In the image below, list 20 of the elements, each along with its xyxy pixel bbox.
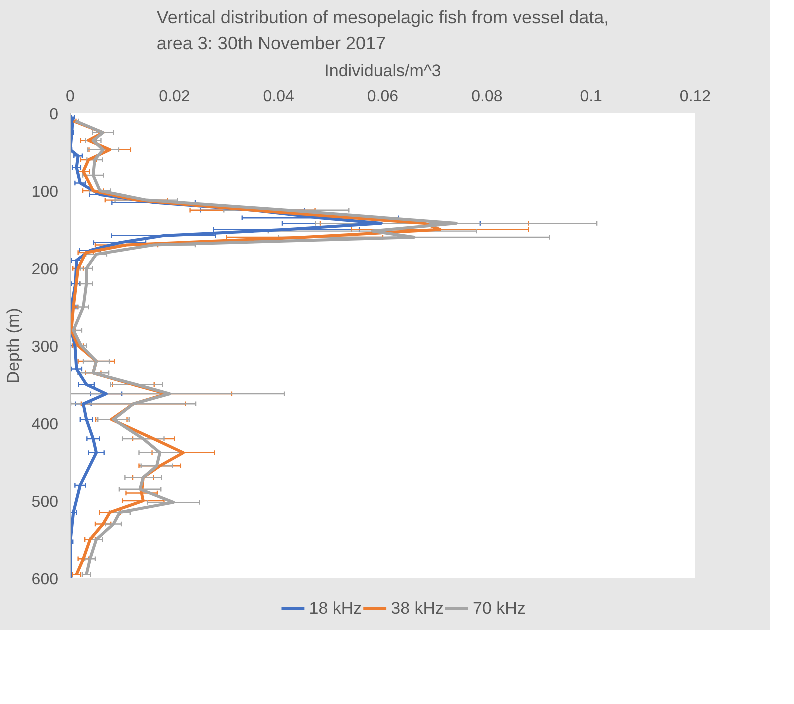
- y-tick-label: 0: [50, 106, 59, 124]
- y-tick-label: 300: [32, 339, 59, 356]
- x-tick-label: 0.08: [472, 88, 503, 106]
- legend-label: 70 kHz: [472, 599, 526, 618]
- y-axis-title: Depth (m): [4, 308, 23, 384]
- legend-label: 38 kHz: [391, 599, 444, 618]
- x-tick-label: 0.04: [263, 88, 295, 106]
- legend-label: 18 kHz: [309, 599, 362, 618]
- y-tick-label: 400: [32, 416, 59, 434]
- x-axis-title: Individuals/m^3: [324, 62, 442, 80]
- y-tick-label: 200: [32, 262, 59, 278]
- y-tick-label: 100: [32, 184, 59, 201]
- x-tick-label: 0: [66, 88, 76, 106]
- y-tick-label: 500: [32, 494, 59, 511]
- x-tick-label: 0.06: [367, 88, 399, 106]
- chart-title: Vertical distribution of mesopelagic fish from vessel data, area 3: 30th November 2017: [156, 8, 610, 54]
- y-tick-label: 600: [32, 572, 59, 588]
- x-tick-label: 0.12: [680, 88, 712, 106]
- x-tick-label: 0.1: [580, 88, 603, 106]
- x-tick-label: 0.02: [159, 88, 190, 106]
